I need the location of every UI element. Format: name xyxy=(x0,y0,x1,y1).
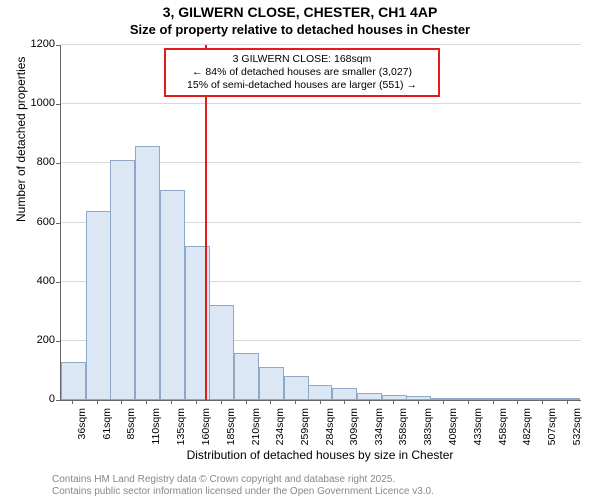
ytick-mark xyxy=(56,104,60,105)
ytick-label: 600 xyxy=(15,216,55,228)
histogram-bar xyxy=(431,398,456,400)
histogram-bar xyxy=(456,398,481,400)
title-sub: Size of property relative to detached ho… xyxy=(0,22,600,37)
histogram-bar xyxy=(284,376,309,400)
marker-line xyxy=(205,45,207,400)
histogram-bar xyxy=(530,398,555,400)
histogram-bar xyxy=(160,190,185,400)
histogram-bar xyxy=(61,362,86,400)
histogram-bar xyxy=(406,396,431,400)
xtick-mark xyxy=(270,400,271,404)
xtick-mark xyxy=(567,400,568,404)
annotation-box: 3 GILWERN CLOSE: 168sqm← 84% of detached… xyxy=(164,48,440,97)
chart-container: 3, GILWERN CLOSE, CHESTER, CH1 4AP Size … xyxy=(0,0,600,500)
histogram-bar xyxy=(332,388,357,400)
histogram-bar xyxy=(357,393,382,400)
xtick-mark xyxy=(418,400,419,404)
footer-line-1: Contains HM Land Registry data © Crown c… xyxy=(52,474,434,486)
histogram-bar xyxy=(555,398,580,400)
xtick-mark xyxy=(369,400,370,404)
ytick-label: 800 xyxy=(15,156,55,168)
xtick-mark xyxy=(171,400,172,404)
gridline xyxy=(61,103,581,104)
histogram-bar xyxy=(481,398,506,400)
histogram-bar xyxy=(382,395,407,400)
xtick-mark xyxy=(493,400,494,404)
xtick-mark xyxy=(221,400,222,404)
histogram-bar xyxy=(110,160,135,400)
ytick-mark xyxy=(56,45,60,46)
xtick-mark xyxy=(121,400,122,404)
histogram-bar xyxy=(234,353,259,400)
footer-attribution: Contains HM Land Registry data © Crown c… xyxy=(52,474,434,498)
annotation-line: 15% of semi-detached houses are larger (… xyxy=(172,79,432,92)
xtick-mark xyxy=(344,400,345,404)
xtick-mark xyxy=(468,400,469,404)
ytick-mark xyxy=(56,223,60,224)
histogram-bar xyxy=(135,146,160,400)
annotation-line: 3 GILWERN CLOSE: 168sqm xyxy=(172,53,432,66)
ytick-mark xyxy=(56,282,60,283)
annotation-line: ← 84% of detached houses are smaller (3,… xyxy=(172,66,432,79)
ytick-mark xyxy=(56,163,60,164)
xtick-mark xyxy=(542,400,543,404)
ytick-label: 400 xyxy=(15,275,55,287)
ytick-label: 0 xyxy=(15,393,55,405)
xtick-mark xyxy=(320,400,321,404)
histogram-bar xyxy=(505,398,530,400)
xtick-mark xyxy=(443,400,444,404)
histogram-bar xyxy=(308,385,333,400)
histogram-bar xyxy=(259,367,284,400)
xtick-mark xyxy=(393,400,394,404)
footer-line-2: Contains public sector information licen… xyxy=(52,486,434,498)
xtick-mark xyxy=(72,400,73,404)
title-main: 3, GILWERN CLOSE, CHESTER, CH1 4AP xyxy=(0,4,600,20)
y-axis-title: Number of detached properties xyxy=(14,57,28,222)
ytick-label: 1000 xyxy=(15,97,55,109)
xtick-mark xyxy=(196,400,197,404)
ytick-mark xyxy=(56,400,60,401)
ytick-label: 1200 xyxy=(15,38,55,50)
ytick-label: 200 xyxy=(15,334,55,346)
histogram-bar xyxy=(86,211,111,400)
gridline xyxy=(61,44,581,45)
histogram-bar xyxy=(209,305,234,400)
xtick-mark xyxy=(517,400,518,404)
ytick-mark xyxy=(56,341,60,342)
plot-area: 3 GILWERN CLOSE: 168sqm← 84% of detached… xyxy=(60,45,581,401)
xtick-mark xyxy=(295,400,296,404)
x-axis-title: Distribution of detached houses by size … xyxy=(0,448,600,462)
xtick-mark xyxy=(97,400,98,404)
xtick-mark xyxy=(246,400,247,404)
xtick-mark xyxy=(146,400,147,404)
